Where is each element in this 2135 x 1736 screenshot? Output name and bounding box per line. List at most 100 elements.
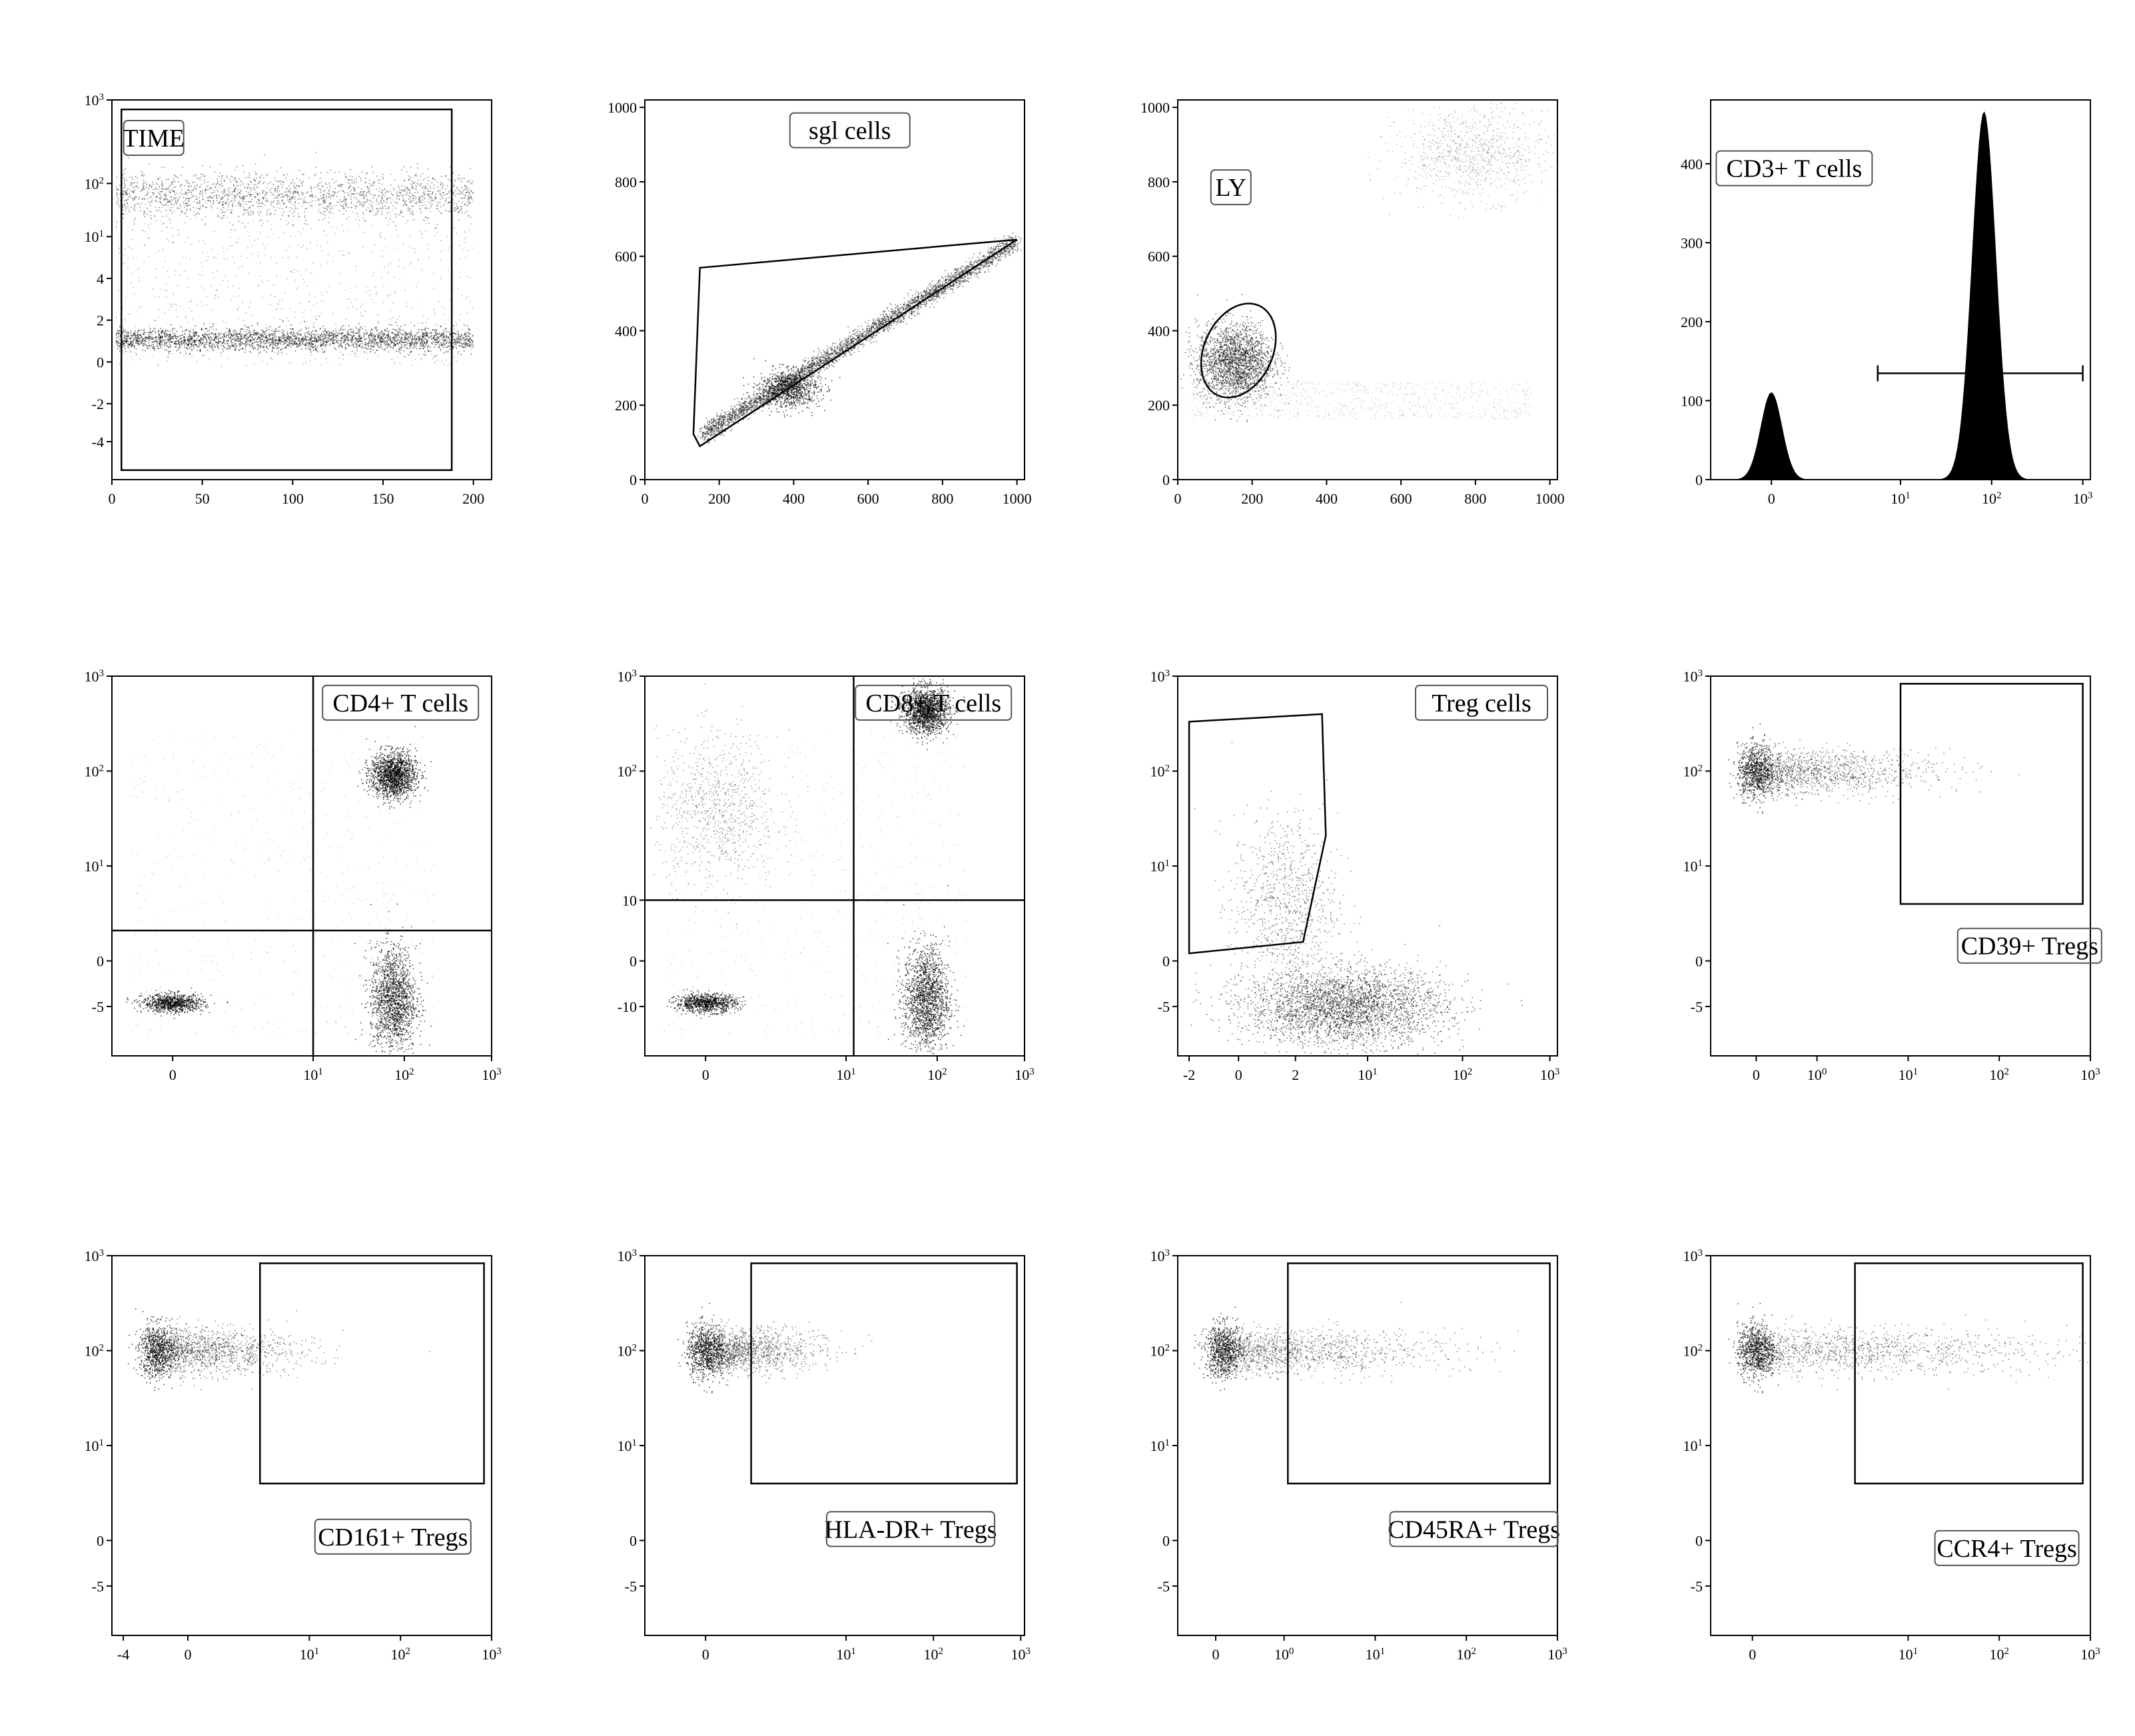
event-dot <box>259 342 260 343</box>
event-dot <box>326 331 328 332</box>
event-dot <box>333 336 334 337</box>
event-dot <box>440 349 442 350</box>
event-dot <box>258 337 259 338</box>
event-dot <box>260 212 261 213</box>
event-dot <box>248 337 250 338</box>
event-dot <box>186 199 187 200</box>
event-dot <box>131 335 132 336</box>
event-dot <box>149 334 150 336</box>
event-dot <box>264 205 266 206</box>
event-dot <box>328 334 330 336</box>
event-dot <box>424 346 425 348</box>
event-dot <box>187 181 189 182</box>
event-dot <box>422 332 423 333</box>
event-dot <box>170 351 171 352</box>
event-dot <box>139 330 140 331</box>
event-dot <box>149 202 150 203</box>
event-dot <box>411 338 412 340</box>
event-dot <box>252 343 253 344</box>
event-dot <box>345 334 346 336</box>
event-dot <box>370 348 372 349</box>
event-dot <box>426 342 428 343</box>
event-dot <box>386 328 388 330</box>
event-dot <box>431 338 432 340</box>
event-dot <box>356 199 357 200</box>
event-dot <box>125 342 126 343</box>
event-dot <box>369 200 370 201</box>
event-dot <box>236 334 237 335</box>
event-dot <box>179 198 180 199</box>
event-dot <box>469 346 470 347</box>
event-dot <box>382 177 384 178</box>
event-dot <box>213 344 214 345</box>
event-dot <box>189 354 191 355</box>
event-dot <box>234 349 236 350</box>
event-dot <box>406 192 408 193</box>
event-dot <box>258 347 259 348</box>
event-dot <box>235 336 236 338</box>
event-dot <box>276 336 277 338</box>
event-dot <box>404 340 405 341</box>
event-dot <box>462 179 463 180</box>
event-dot <box>412 185 413 187</box>
event-dot <box>147 338 148 340</box>
event-dot <box>288 344 290 346</box>
event-dot <box>212 347 213 348</box>
event-dot <box>310 335 312 336</box>
event-dot <box>205 334 206 335</box>
event-dot <box>271 189 272 190</box>
event-dot <box>222 345 224 346</box>
event-dot <box>382 203 383 205</box>
event-dot <box>280 193 282 195</box>
tick-label: 101 <box>85 228 105 245</box>
event-dot <box>279 331 280 332</box>
event-dot <box>446 340 448 341</box>
event-dot <box>235 187 236 189</box>
event-dot <box>338 191 340 192</box>
event-dot <box>316 152 317 153</box>
event-dot <box>217 208 218 209</box>
event-dot <box>138 336 139 337</box>
event-dot <box>274 344 276 345</box>
event-dot <box>161 205 163 206</box>
event-dot <box>276 344 278 345</box>
event-dot <box>397 325 398 326</box>
event-dot <box>380 339 381 340</box>
event-dot <box>442 333 443 334</box>
event-dot <box>273 344 274 345</box>
event-dot <box>444 337 445 338</box>
event-dot <box>157 344 159 345</box>
event-dot <box>205 182 206 183</box>
event-dot <box>242 343 243 344</box>
event-dot <box>466 332 468 333</box>
event-dot <box>398 351 400 352</box>
event-dot <box>416 334 417 336</box>
event-dot <box>446 328 447 329</box>
event-dot <box>273 340 274 341</box>
event-dot <box>209 338 210 340</box>
event-dot <box>170 346 171 348</box>
event-dot <box>356 182 357 183</box>
event-dot <box>351 179 352 181</box>
event-dot <box>464 186 466 187</box>
event-dot <box>287 339 288 340</box>
event-dot <box>370 348 371 350</box>
event-dot <box>117 336 119 338</box>
event-dot <box>465 204 466 205</box>
event-dot <box>437 202 438 203</box>
event-dot <box>262 332 264 333</box>
event-dot <box>392 340 394 341</box>
event-dot <box>311 342 312 343</box>
event-dot <box>320 345 321 346</box>
event-dot <box>314 175 316 177</box>
event-dot <box>185 201 187 202</box>
event-dot <box>462 203 463 204</box>
event-dot <box>243 171 244 173</box>
event-dot <box>252 195 254 196</box>
event-dot <box>342 190 343 191</box>
event-dot <box>298 346 300 347</box>
event-dot <box>223 350 224 352</box>
event-dot <box>205 332 206 334</box>
event-dot <box>450 334 452 335</box>
event-dot <box>188 336 189 337</box>
